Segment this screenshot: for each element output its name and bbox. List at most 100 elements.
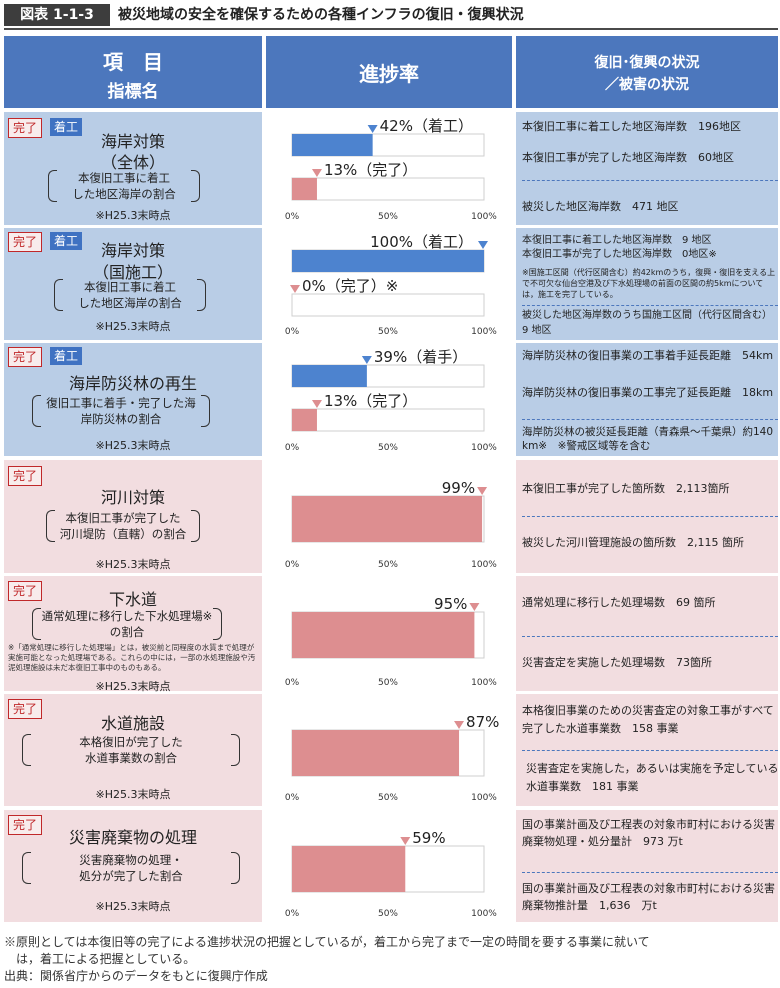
item-cell: 完了 着工 海岸対策 （全体） 本復旧工事に着工 した地区海岸の割合 ※H25.… [4, 112, 262, 225]
tick-label: 100% [471, 793, 497, 803]
tick-label: 100% [471, 212, 497, 222]
tick-label: 50% [378, 560, 398, 570]
bar-完了 [292, 612, 475, 658]
tick-label: 0% [285, 327, 300, 337]
header-indicator-label: 指標名 [107, 82, 159, 102]
bracket-right [231, 734, 240, 766]
item-footnote: ※「通常処理に移行した処理場」とは，被災前と同程度の水質まで処理が実施可能となっ… [8, 643, 256, 672]
bracket-left [48, 170, 57, 202]
status-line: 海岸防災林の被災延長距離（青森県～千葉県）約140 km※ ※警戒区域等を含む [522, 426, 774, 452]
bar-完了 [292, 409, 317, 431]
tag-done: 完了 [8, 466, 43, 486]
tick-label: 50% [378, 212, 398, 222]
value-label: 39%（着手） [374, 348, 467, 366]
tag-done: 完了 [8, 118, 43, 138]
status-divider [522, 750, 778, 751]
progress-cell: 100%（着工） 0%（完了）※ 0% 50% 100% [266, 228, 512, 340]
progress-chart: 95% 0% 50% 100% [285, 595, 497, 688]
row-coast-national: 完了 着工 海岸対策 （国施工） 本復旧工事に着工 した地区海岸の割合 ※H25… [4, 228, 778, 340]
value-label: 87% [466, 713, 499, 731]
bar-完了 [292, 496, 483, 542]
item-cell: 完了 災害廃棄物の処理 災害廃棄物の処理・ 処分が完了した割合 ※H25.3末時… [4, 810, 262, 922]
status-line: 海岸防災林の復旧事業の工事着手延長距離 54km [522, 349, 774, 362]
bar-track [291, 293, 485, 317]
as-of-note: ※H25.3末時点 [95, 209, 171, 222]
status-cell: 本復旧工事に着工した地区海岸数 9 地区 本復旧工事が完了した地区海岸数 0地区… [516, 228, 778, 340]
bracket-left [46, 510, 55, 542]
status-line: 災害査定を実施した，あるいは実施を予定している水道事業数 181 事業 [526, 762, 779, 793]
value-marker [367, 125, 378, 133]
tick-label: 100% [471, 443, 497, 453]
title-rule [4, 28, 778, 30]
indicator: 本復旧工事に着工 した地区海岸の割合 [48, 170, 200, 202]
item-cell: 完了 下水道 通常処理に移行した下水処理場※ の割合 ※「通常処理に移行した処理… [4, 576, 262, 693]
tag-start: 着工 [50, 232, 83, 250]
tick-label: 50% [378, 443, 398, 453]
row-coast-all: 完了 着工 海岸対策 （全体） 本復旧工事に着工 した地区海岸の割合 ※H25.… [4, 112, 778, 225]
progress-cell: 99% 0% 50% 100% [266, 460, 512, 573]
item-name: 海岸対策 [100, 241, 165, 260]
tag-start: 着工 [50, 118, 83, 136]
indicator: 本格復旧が完了した 水道事業数の割合 [22, 734, 240, 766]
tick-label: 0% [285, 909, 300, 919]
value-label: 95% [434, 595, 467, 613]
value-label: 0%（完了）※ [302, 277, 398, 295]
value-marker [478, 241, 488, 249]
indicator-line: の割合 [109, 625, 145, 639]
status-cell: 本復旧工事に着工した地区海岸数 196地区 本復旧工事が完了した地区海岸数 60… [516, 112, 778, 225]
progress-cell: 39%（着手） 13%（完了） 0% 50% 100% [266, 343, 512, 456]
bracket-left [32, 395, 41, 427]
indicator-line: 通常処理に移行した下水処理場※ [41, 609, 213, 623]
status-line: 本復旧工事が完了した地区海岸数 0地区※ [522, 249, 717, 260]
tag-done: 完了 [8, 699, 43, 719]
header-status-label: 復旧･復興の状況 [594, 55, 700, 71]
indicator-line: 本復旧工事に着工 [84, 280, 176, 294]
tag-done: 完了 [8, 232, 43, 252]
tick-label: 0% [285, 560, 300, 570]
status-line: 本復旧工事に着工した地区海岸数 9 地区 [522, 235, 712, 246]
as-of-note: ※H25.3末時点 [95, 558, 171, 571]
tick-label: 100% [471, 909, 497, 919]
status-line: 本復旧工事に着工した地区海岸数 196地区 [522, 120, 741, 133]
as-of-note: ※H25.3末時点 [95, 788, 171, 801]
item-name: 海岸防災林の再生 [68, 374, 197, 393]
row-debris: 完了 災害廃棄物の処理 災害廃棄物の処理・ 処分が完了した割合 ※H25.3末時… [4, 810, 778, 922]
item-name: 下水道 [108, 590, 157, 609]
status-cell: 海岸防災林の復旧事業の工事着手延長距離 54km 海岸防災林の復旧事業の工事完了… [516, 343, 778, 456]
status-line: 被災した地区海岸数のうち国施工区間（代行区間含む） 9 地区 [522, 310, 777, 336]
tick-label: 50% [378, 793, 398, 803]
indicator: 復旧工事に着手・完了した海 岸防災林の割合 [32, 395, 210, 427]
bracket-left [54, 279, 63, 311]
indicator: 通常処理に移行した下水処理場※ の割合 [32, 608, 222, 640]
header-item: 項 目 指標名 [4, 36, 262, 108]
row-coastal-forest: 完了 着工 海岸防災林の再生 復旧工事に着手・完了した海 岸防災林の割合 ※H2… [4, 343, 778, 456]
item-name-sub: （国施工） [92, 263, 173, 282]
value-marker [400, 837, 411, 845]
status-line: 災害査定を実施した処理場数 73箇所 [522, 656, 712, 669]
progress-chart: 99% 0% 50% 100% [285, 479, 497, 570]
indicator-line: 処分が完了した割合 [79, 869, 183, 883]
value-label: 13%（完了） [324, 392, 417, 410]
item-cell: 完了 水道施設 本格復旧が完了した 水道事業数の割合 ※H25.3末時点 [4, 694, 262, 806]
indicator-line: 岸防災林の割合 [80, 412, 162, 426]
status-line: 被災した河川管理施設の箇所数 2,115 箇所 [522, 536, 744, 549]
bar-完了 [292, 730, 460, 776]
status-line: 本格復旧事業のための災害査定の対象工事がすべて完了した水道事業数 158 事業 [522, 704, 774, 735]
status-line: 海岸防災林の復旧事業の工事完了延長距離 18km [522, 386, 774, 399]
footnote-line: ※原則としては本復旧等の完了による進捗状況の把握としているが，着工から完了まで一… [4, 935, 650, 949]
tick-label: 0% [285, 443, 300, 453]
row-sewer: 完了 下水道 通常処理に移行した下水処理場※ の割合 ※「通常処理に移行した処理… [4, 576, 778, 693]
status-cell: 国の事業計画及び工程表の対象市町村における災害廃棄物処理・処分量計 973 万t… [516, 810, 778, 922]
indicator: 災害廃棄物の処理・ 処分が完了した割合 [22, 852, 240, 884]
bracket-right [201, 395, 210, 427]
tag-done: 完了 [8, 347, 43, 367]
bracket-right [197, 279, 206, 311]
tick-label: 100% [471, 560, 497, 570]
indicator-line: 水道事業数の割合 [85, 751, 177, 765]
bar-track [291, 177, 485, 201]
item-cell: 完了 着工 海岸対策 （国施工） 本復旧工事に着工 した地区海岸の割合 ※H25… [4, 228, 262, 340]
header-progress: 進捗率 [266, 36, 512, 108]
progress-cell: 42%（着工） 13%（完了） 0% 50% 100% [266, 112, 512, 225]
indicator-line: した地区海岸の割合 [72, 187, 176, 201]
status-line: 国の事業計画及び工程表の対象市町村における災害廃棄物処理・処分量計 973 万t [522, 818, 775, 848]
